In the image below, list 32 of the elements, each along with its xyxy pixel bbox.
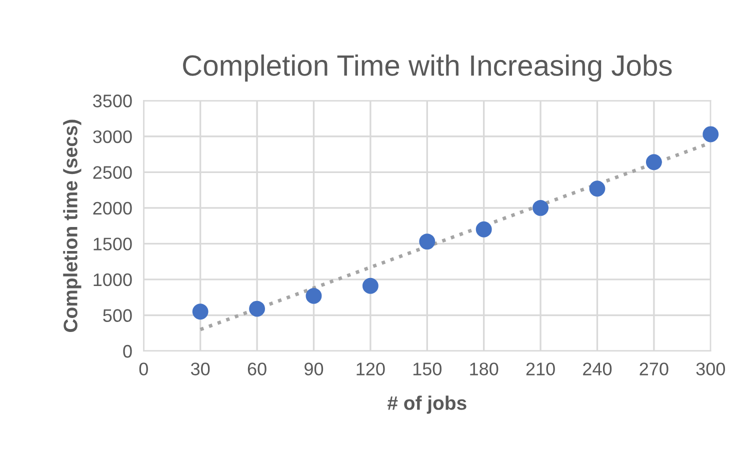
x-tick-label: 0 xyxy=(139,362,148,376)
x-axis-title: # of jobs xyxy=(388,396,466,414)
y-axis-title: Completion time (secs) xyxy=(63,120,82,332)
chart-title: Completion Time with Increasing Jobs xyxy=(183,54,672,82)
y-tick-label: 1500 xyxy=(94,238,132,250)
point xyxy=(702,126,719,142)
point xyxy=(249,300,266,317)
x-tick-label: 210 xyxy=(526,362,555,376)
x-tick-label: 270 xyxy=(640,362,668,376)
y-tick-label: 2000 xyxy=(93,202,132,215)
point xyxy=(306,288,322,304)
x-tick-label: 60 xyxy=(248,362,266,376)
x-tick-label: 90 xyxy=(304,362,324,376)
point xyxy=(646,154,662,170)
x-tick-label: 120 xyxy=(356,362,385,376)
point xyxy=(419,234,436,250)
point xyxy=(589,180,606,197)
y-tick-label: 3500 xyxy=(93,94,132,108)
x-tick-label: 150 xyxy=(413,362,442,376)
point xyxy=(532,200,549,216)
y-tick-label: 500 xyxy=(103,309,132,322)
point xyxy=(362,278,378,294)
y-tick-label: 0 xyxy=(123,344,132,358)
point xyxy=(476,221,492,238)
y-tick-label: 1000 xyxy=(94,273,132,286)
x-tick-label: 180 xyxy=(470,362,498,376)
x-tick-label: 30 xyxy=(190,362,210,376)
x-tick-label: 300 xyxy=(696,362,725,376)
x-tick-label: 240 xyxy=(583,362,612,376)
point xyxy=(192,304,208,320)
y-tick-label: 2500 xyxy=(93,166,132,179)
y-tick-label: 3000 xyxy=(93,130,132,144)
